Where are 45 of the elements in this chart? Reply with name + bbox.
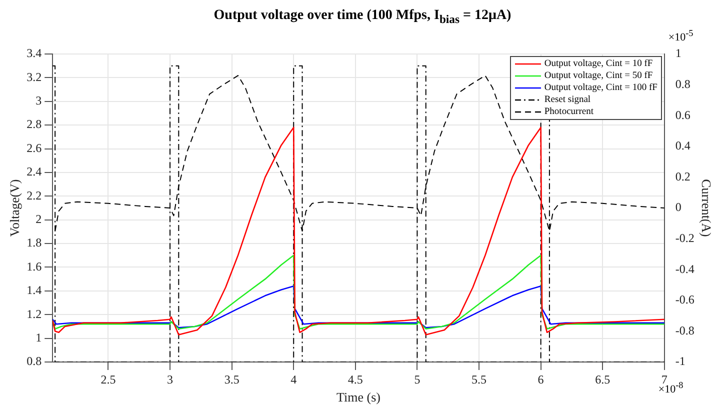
x-tick-label: 3.5 xyxy=(224,372,240,386)
y2-tick-label: -0.2 xyxy=(675,230,694,245)
x-tick-label: 2.5 xyxy=(100,372,116,386)
x-tick-label: 7 xyxy=(661,372,668,386)
y2-tick-label: 0.8 xyxy=(675,76,690,91)
y2-tick-label: -0.6 xyxy=(675,292,694,307)
y2-tick-label: 0.4 xyxy=(675,138,690,153)
y2-tick-label: 1 xyxy=(675,46,682,60)
y-tick-label: 2.4 xyxy=(26,164,42,179)
x-tick-label: 5 xyxy=(414,372,420,386)
x-axis-title: Time (s) xyxy=(336,390,380,405)
y-tick-label: 3.2 xyxy=(26,70,42,84)
y2-tick-label: -0.4 xyxy=(675,262,694,276)
y-tick-label: 1.8 xyxy=(26,236,42,250)
legend-label: Output voltage, Cint = 50 fF xyxy=(544,70,653,82)
y2-tick-label: 0.2 xyxy=(675,169,690,184)
y-tick-label: 1 xyxy=(36,330,42,344)
x-tick-label: 6.5 xyxy=(595,372,610,386)
y-tick-label: 1.2 xyxy=(26,306,42,321)
y-tick-label: 2.2 xyxy=(26,188,42,202)
y2-tick-label: -1 xyxy=(675,354,686,368)
x-tick-label: 4 xyxy=(290,372,297,386)
y-tick-label: 0.8 xyxy=(26,354,42,368)
y-tick-label: 2.8 xyxy=(26,117,42,132)
y-tick-label: 2.6 xyxy=(26,140,42,155)
y-tick-label: 1.6 xyxy=(26,259,42,274)
y-axis-title: Voltage(V) xyxy=(7,179,22,237)
x-tick-label: 6 xyxy=(538,372,544,386)
y-tick-label: 1.4 xyxy=(26,283,42,298)
y2-tick-label: 0 xyxy=(675,200,682,214)
y2-axis-title: Current(A) xyxy=(698,179,714,237)
y-tick-label: 2 xyxy=(36,212,42,226)
x-tick-label: 3 xyxy=(167,372,174,386)
chart-title: Output voltage over time (100 Mfps, I$_{bias}$ = 12μA) xyxy=(212,8,512,28)
legend-label: Photocurrent xyxy=(544,106,594,118)
y-tick-label: 3 xyxy=(36,94,42,108)
legend-label: Output voltage, Cint = 10 fF xyxy=(544,58,653,70)
legend-label: Output voltage, Cint = 100 fF xyxy=(544,82,658,94)
x-tick-label: 5.5 xyxy=(472,372,487,386)
x-tick-label: 4.5 xyxy=(348,372,363,386)
legend-label: Reset signal xyxy=(544,94,591,106)
text: ×10$^{-5}$ xyxy=(668,28,694,44)
y-tick-label: 3.4 xyxy=(26,46,42,60)
y2-tick-label: 0.6 xyxy=(675,108,690,122)
y2-tick-label: -0.8 xyxy=(675,323,694,338)
